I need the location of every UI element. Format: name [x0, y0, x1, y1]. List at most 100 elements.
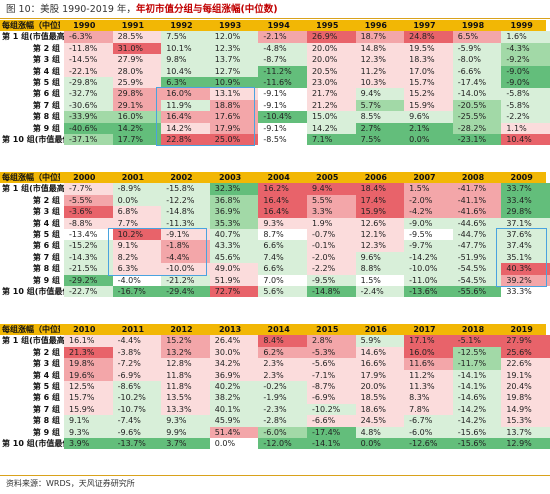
table-cell: 40.7%: [209, 228, 259, 241]
table-row: 第 8 组 9.1% -7.4% 9.3% 45.9% -2.8% -6.6% 24.5% -6…: [0, 415, 550, 427]
table-cell: -11.0%: [404, 274, 453, 286]
year-header-2015: 2015: [302, 324, 352, 336]
table-cell: 2.8%: [306, 335, 356, 347]
table-cell: 40.3%: [501, 263, 550, 275]
year-header-2016: 2016: [351, 324, 401, 336]
row-label: 第 7 组: [32, 404, 60, 414]
table-cell: -13.7%: [112, 437, 162, 450]
table-row: 第 7 组 -14.3% 8.2% -4.4% 45.6% 7.4% -2.0% 9.6% -1…: [0, 251, 550, 264]
table-row: 第 6 组 -32.7% 29.8% 16.0% 13.1% -9.1% 21.7% 9.4%…: [0, 88, 550, 100]
year-header-1991: 1991: [108, 20, 158, 32]
year-header-2002: 2002: [157, 172, 206, 184]
table-cell: 45.9%: [209, 415, 259, 427]
table-cell: 8.4%: [258, 335, 307, 347]
table-cell: -33.9%: [64, 111, 113, 123]
table-cell: 33.7%: [501, 183, 550, 195]
table-cell: 17.1%: [404, 335, 453, 347]
table-cell: 38.2%: [209, 392, 259, 404]
table-cell: 24.8%: [404, 31, 453, 43]
table-cell: 2.3%: [258, 358, 307, 370]
row-label: 第 1 组(市值最高): [2, 32, 64, 42]
table-cell: -13.4%: [64, 228, 113, 241]
table-cell: -6.3%: [64, 31, 113, 43]
table-cell: -28.2%: [452, 122, 502, 134]
table-cell: 6.2%: [258, 346, 307, 359]
table-cell: -5.8%: [501, 99, 550, 112]
footer-rule: [0, 475, 550, 476]
table-cell: 10.9%: [209, 76, 259, 89]
table-cell: 1.9%: [306, 217, 356, 229]
table-cell: -55.6%: [452, 285, 502, 298]
table-cell: 16.6%: [355, 358, 405, 370]
title-rule: [0, 18, 550, 19]
table-cell: 12.9%: [501, 437, 550, 450]
year-header-2008: 2008: [448, 172, 498, 184]
table-cell: -29.2%: [64, 274, 113, 286]
table-cell: 7.4%: [258, 251, 307, 264]
table-cell: -8.8%: [64, 217, 113, 229]
row-label: 第 8 组: [32, 416, 60, 426]
table-cell: -54.5%: [452, 274, 502, 286]
table-cell: -14.1%: [306, 437, 356, 450]
table-cell: -17.4%: [452, 76, 502, 89]
table-cell: 5.7%: [355, 99, 405, 112]
table-cell: 1.5%: [355, 274, 405, 286]
table-cell: -0.7%: [306, 228, 356, 241]
table-cell: -54.5%: [452, 263, 502, 275]
table-cell: -12.0%: [258, 437, 307, 450]
table-cell: 49.0%: [209, 263, 259, 275]
table-row: 第 10 组(市值最低)-22.7%-16.7%-29.4%72.7%5.6%-…: [0, 285, 550, 298]
table-cell: 20.0%: [306, 42, 356, 55]
table-cell: 22.6%: [501, 358, 550, 370]
table-cell: -5.6%: [306, 358, 356, 370]
table-cell: -1.9%: [258, 392, 307, 404]
table-cell: 16.4%: [258, 194, 307, 207]
table-cell: -14.1%: [452, 380, 502, 393]
table-cell: 17.6%: [209, 111, 259, 123]
table-cell: 20.5%: [306, 65, 356, 77]
table-cell: -7.7%: [64, 183, 113, 195]
year-header-1997: 1997: [400, 20, 449, 32]
table-cell: -4.2%: [404, 206, 453, 218]
table-cell: 1.5%: [404, 183, 453, 195]
table-cell: 0.0%: [404, 133, 453, 146]
table-cell: 7.8%: [404, 403, 453, 416]
row-label: 第 3 组: [32, 359, 60, 369]
table-row: 第 6 组 15.7% -10.2% 13.5% 38.2% -1.9% -6.9% 18.5…: [0, 392, 550, 404]
table-cell: -21.2%: [161, 274, 210, 286]
table-cell: 25.0%: [209, 133, 259, 146]
table-row: 第 2 组 21.3% -3.8% 13.2% 30.0% 6.2% -5.3% 14.6% 1…: [0, 346, 550, 359]
year-header-2001: 2001: [108, 172, 158, 184]
row-label: 第 1 组(市值最高): [2, 184, 64, 194]
table-cell: 11.3%: [404, 380, 453, 393]
table-cell: 12.5%: [64, 380, 113, 393]
table-cell: -10.0%: [404, 263, 453, 275]
year-header-2012: 2012: [157, 324, 206, 336]
row-label: 第 7 组: [32, 252, 60, 262]
table-cell: 16.0%: [161, 88, 210, 100]
table-cell: 18.7%: [355, 31, 405, 43]
table-cell: -9.2%: [501, 54, 550, 66]
table-cell: -2.0%: [306, 251, 356, 264]
table-cell: 18.3%: [404, 54, 453, 66]
table-row: 第 1 组(市值最高) -6.3% 28.5% 7.5% 12.0% -2.1% 26.9%…: [0, 31, 550, 43]
table-cell: 29.8%: [501, 206, 550, 218]
table-cell: -14.8%: [161, 206, 210, 218]
table-cell: -9.1%: [258, 88, 307, 100]
table-cell: 10.2%: [112, 228, 162, 241]
year-header-2000: 2000: [60, 172, 109, 184]
table-row: 第 8 组 -21.5% 6.3% -10.0% 49.0% 6.6% -2.2% 8.8% -…: [0, 263, 550, 275]
table-row: 第 5 组 -13.4% 10.2% -9.1% 40.7% 8.7% -0.7% 12.1%…: [0, 228, 550, 241]
table-cell: -5.3%: [306, 346, 356, 359]
table-cell: -8.5%: [258, 133, 307, 146]
row-label: 第 2 组: [32, 195, 60, 205]
year-header-2017: 2017: [400, 324, 449, 336]
table-cell: -7.2%: [112, 358, 162, 370]
table-cell: 2.1%: [404, 122, 453, 134]
table-cell: 18.8%: [209, 99, 259, 112]
table-cell: -12.6%: [404, 437, 453, 450]
table-cell: 20.4%: [501, 380, 550, 393]
table-cell: -23.1%: [452, 133, 502, 146]
table-cell: 15.7%: [64, 392, 113, 404]
table-cell: 15.7%: [404, 76, 453, 89]
